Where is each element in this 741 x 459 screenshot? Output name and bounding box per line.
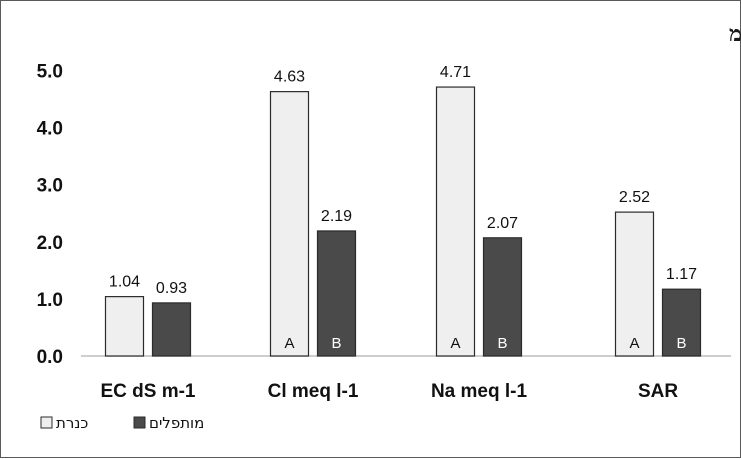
data-label: 0.93: [156, 280, 187, 297]
bars-layer: 1.04 4.63 A 4.71 A 2.52 A 0.93 2.19 B 2.07 B 1.17 B: [104, 64, 702, 357]
bar-desalinated: [482, 237, 523, 357]
group-letter: A: [284, 335, 294, 352]
data-label: 2.52: [619, 189, 650, 206]
x-axis-categories: EC dS m-1 Cl meq l-1 Na meq l-1 SAR: [100, 381, 678, 402]
data-label: 1.17: [666, 266, 697, 283]
legend: כנרת מותפלים: [40, 414, 204, 432]
group-letter: B: [497, 335, 507, 352]
y-tick-label: 2.0: [37, 233, 63, 254]
data-label: 4.71: [440, 64, 471, 81]
bar-kinneret: [104, 296, 145, 357]
group-letter: A: [629, 335, 639, 352]
data-label: 4.63: [274, 69, 305, 86]
y-tick-label: 5.0: [37, 62, 63, 83]
group-letter: B: [676, 335, 686, 352]
chart-title: רמת מדדי מליחות קרקע, עומק 30-2 ס"מ: [729, 21, 741, 47]
data-label: 2.19: [321, 208, 352, 225]
x-category-label: Cl meq l-1: [268, 381, 359, 402]
x-category-label: EC dS m-1: [100, 381, 195, 402]
data-label: 1.04: [109, 274, 140, 291]
group-letter: A: [450, 335, 460, 352]
data-label: 2.07: [487, 215, 518, 232]
bar-desalinated: [661, 288, 702, 357]
y-tick-label: 1.0: [37, 290, 63, 311]
x-category-label: SAR: [638, 381, 678, 402]
bar-kinneret: [614, 211, 655, 357]
bar-desalinated: [316, 230, 357, 357]
x-category-label: Na meq l-1: [431, 381, 528, 402]
legend-label: מותפלים: [149, 414, 204, 432]
y-tick-label: 3.0: [37, 176, 63, 197]
legend-swatch: [133, 416, 146, 429]
y-tick-label: 4.0: [37, 119, 63, 140]
bar-desalinated: [151, 302, 192, 357]
bar-kinneret: [269, 91, 310, 357]
y-tick-label: 0.0: [37, 347, 63, 368]
legend-swatch: [40, 416, 53, 429]
group-letter: B: [331, 335, 341, 352]
y-axis-ticks: 0.0 1.0 2.0 3.0 4.0 5.0: [37, 62, 63, 369]
bar-kinneret: [435, 86, 476, 357]
legend-label: כנרת: [56, 414, 88, 432]
